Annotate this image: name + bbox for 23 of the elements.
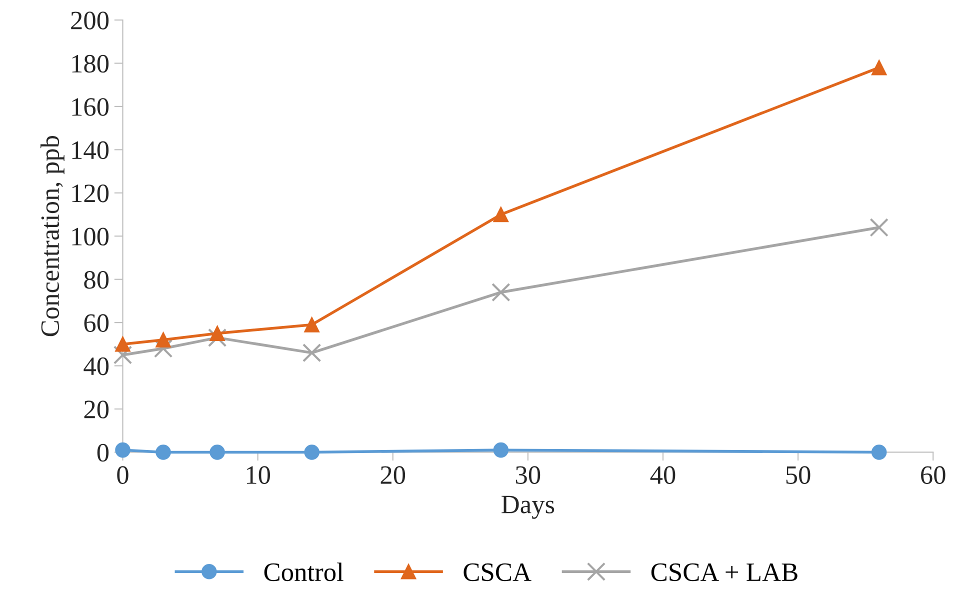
legend-label: CSCA + LAB (651, 563, 798, 582)
x-tick-label: 0 (117, 466, 128, 484)
x-tick-label: 20 (380, 466, 406, 484)
y-tick-label: 60 (84, 314, 109, 332)
x-tick-label: 10 (246, 466, 270, 484)
x-tick-label: 30 (516, 466, 540, 484)
x-tick-label: 50 (786, 466, 810, 484)
y-tick-label: 160 (72, 98, 109, 116)
x-axis-title: Days (502, 496, 554, 519)
y-tick-label: 140 (72, 141, 109, 160)
x-tick-label: 40 (650, 466, 676, 484)
y-tick-label: 120 (72, 184, 109, 202)
y-tick-label: 40 (84, 357, 109, 376)
y-tick-label: 0 (97, 444, 109, 462)
y-axis-title: Concentration, ppb (40, 136, 64, 336)
y-tick-label: 20 (84, 400, 109, 418)
y-tick-label: 180 (72, 54, 109, 73)
legend-label: Control (264, 562, 344, 582)
legend-label: CSCA (464, 563, 532, 582)
x-tick-label: 60 (921, 466, 946, 484)
y-tick-label: 200 (71, 12, 109, 30)
y-tick-label: 80 (84, 270, 109, 289)
y-tick-label: 100 (72, 228, 109, 246)
